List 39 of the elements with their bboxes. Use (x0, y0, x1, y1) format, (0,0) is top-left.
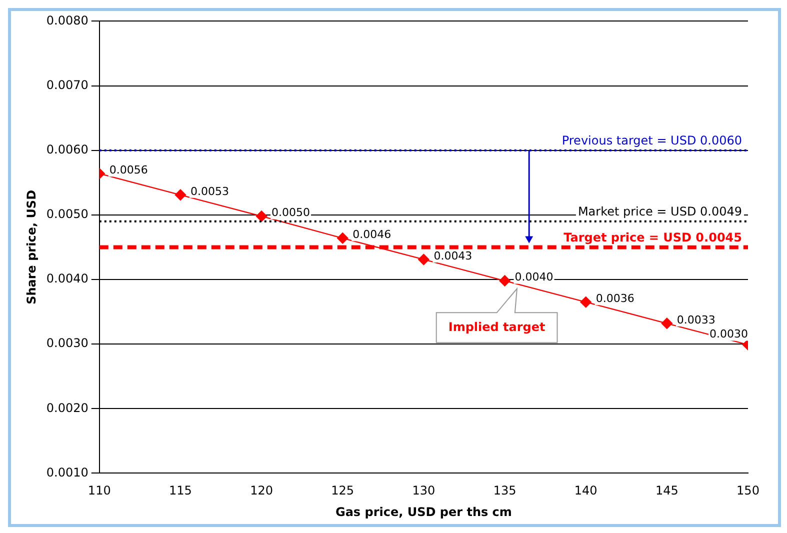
point (337, 232, 348, 244)
x-tick-label: 145 (655, 484, 678, 498)
ref-line-label: Previous target = USD 0.0060 (562, 133, 742, 148)
data-label: 0.0050 (272, 206, 310, 220)
data-label: 0.0030 (710, 328, 748, 341)
y-tick-label: 0.0080 (46, 13, 88, 28)
ref-line-label: Market price = USD 0.0049 (578, 204, 742, 218)
annotation: Implied target (448, 320, 546, 334)
data-label: 0.0040 (514, 270, 554, 284)
y-tick-label: 0.0060 (46, 142, 88, 156)
data-label: 0.0043 (434, 249, 472, 262)
x-tick-label: 120 (250, 484, 273, 498)
point (174, 189, 186, 200)
data-label: 0.0033 (676, 313, 716, 326)
point (499, 275, 510, 286)
x-tick-label: 110 (88, 484, 111, 498)
x-tick-label: 130 (412, 484, 436, 498)
y-tick-label: 0.0010 (46, 465, 88, 480)
y-tick-label: 0.0030 (46, 336, 88, 350)
point (418, 254, 430, 266)
x-tick-label: 150 (736, 484, 760, 498)
data-label: 0.0053 (190, 184, 229, 198)
point (661, 318, 673, 329)
x-tick-label: 115 (169, 484, 192, 498)
y-tick-label: 0.0070 (46, 78, 88, 92)
x-tick-label: 140 (574, 484, 598, 498)
y-axis-title: Share price, USD (24, 190, 38, 304)
data-label: 0.0036 (596, 292, 634, 305)
ref-line-label: Target price = USD 0.0045 (564, 230, 742, 244)
data-label: 0.0056 (109, 163, 148, 176)
x-tick-label: 125 (331, 484, 354, 498)
y-tick-label: 0.0050 (46, 207, 88, 222)
y-tick-label: 0.0040 (46, 272, 88, 286)
y-tick-label: 0.0020 (46, 400, 88, 415)
x-axis-title: Gas price, USD per ths cm (335, 504, 512, 519)
x-tick-label: 135 (493, 484, 516, 498)
point (580, 296, 592, 308)
data-label: 0.0046 (352, 228, 392, 242)
point (256, 210, 268, 222)
